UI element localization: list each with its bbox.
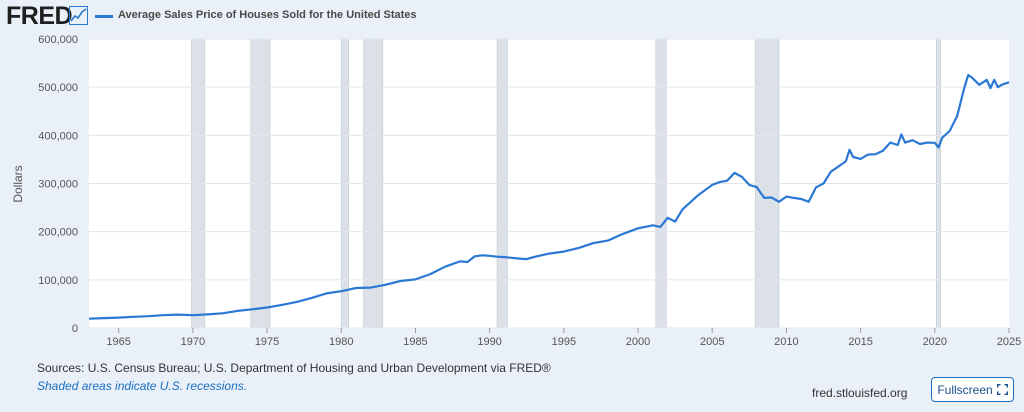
x-tick-label: 2010 <box>774 336 798 348</box>
fred-logo[interactable]: FRED <box>6 2 73 30</box>
line-chart-icon <box>69 6 88 25</box>
y-tick-label: 600,000 <box>38 34 78 46</box>
line-chart[interactable]: 0 100,000 200,000 300,000 400,000 500,000 600,… <box>0 0 1024 360</box>
x-tick-label: 2025 <box>997 336 1021 348</box>
site-link[interactable]: fred.stlouisfed.org <box>812 386 908 400</box>
x-tick-label: 2005 <box>700 336 724 348</box>
y-tick-label: 400,000 <box>38 130 78 142</box>
x-tick-label: 2020 <box>923 336 947 348</box>
legend-swatch <box>95 15 113 18</box>
x-tick-label: 1980 <box>329 336 353 348</box>
x-tick-label: 1965 <box>106 336 130 348</box>
y-tick-label: 500,000 <box>38 82 78 94</box>
y-tick-label: 0 <box>72 323 78 335</box>
x-tick-label: 2015 <box>848 336 872 348</box>
fullscreen-label: Fullscreen <box>937 382 993 397</box>
x-tick-label: 1995 <box>552 336 576 348</box>
sources-text: Sources: U.S. Census Bureau; U.S. Depart… <box>37 361 551 375</box>
x-tick-label: 1990 <box>477 336 501 348</box>
fullscreen-button[interactable]: Fullscreen <box>931 377 1014 402</box>
y-tick-label: 300,000 <box>38 179 78 191</box>
legend-label[interactable]: Average Sales Price of Houses Sold for t… <box>118 9 417 21</box>
x-tick-label: 2000 <box>626 336 650 348</box>
series-line-average-sales-price[interactable] <box>88 74 1010 320</box>
x-tick-label: 1985 <box>403 336 427 348</box>
chart-header: FRED Average Sales Price of Houses Sold … <box>0 0 1024 34</box>
x-tick-label: 1975 <box>255 336 279 348</box>
y-tick-label: 100,000 <box>38 275 78 287</box>
y-axis-label: Dollars <box>11 165 25 202</box>
recession-note: Shaded areas indicate U.S. recessions. <box>37 379 248 393</box>
fullscreen-icon <box>996 384 1008 395</box>
x-tick-label: 1970 <box>181 336 205 348</box>
y-tick-label: 200,000 <box>38 227 78 239</box>
